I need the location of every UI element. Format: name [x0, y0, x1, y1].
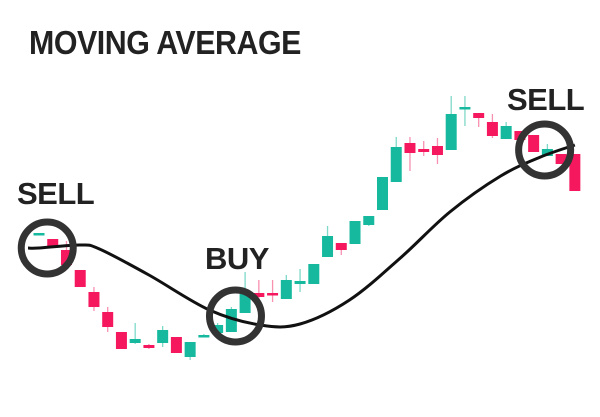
candle-body-up — [212, 325, 224, 333]
candle-body-down — [569, 154, 581, 191]
candle-body-down — [88, 292, 100, 307]
candle-body-up — [225, 309, 237, 332]
candle-body-down — [555, 154, 567, 164]
candle-body-down — [47, 239, 59, 246]
signal-marker-sell — [17, 218, 77, 278]
candle-body-down — [170, 337, 182, 353]
candle-body-up — [294, 281, 306, 284]
candle-body-up — [500, 126, 512, 139]
candle-body-up — [198, 335, 210, 338]
candle-body-down — [431, 146, 443, 155]
candle-body-up — [308, 264, 320, 284]
candle-body-up — [363, 216, 375, 225]
candle-body-up — [390, 147, 402, 182]
candle-body-up — [459, 107, 471, 110]
candle-body-down — [335, 243, 347, 250]
candle-body-down — [418, 149, 430, 152]
candle-body-down — [74, 270, 86, 287]
signal-marker-buy — [205, 286, 265, 346]
signal-label-sell-left: SELL — [17, 176, 95, 211]
signal-marker-sell — [515, 120, 575, 180]
candle-body-up — [33, 233, 45, 236]
candle-body-up — [377, 177, 388, 210]
candle-body-down — [115, 332, 127, 349]
candle-body-up — [349, 221, 361, 244]
candle-body-up — [445, 114, 457, 150]
signal-label-sell-right: SELL — [507, 82, 585, 117]
candle-body-up — [184, 342, 196, 357]
candle-body-up — [157, 330, 169, 343]
candle-body-down — [102, 312, 114, 327]
candle-body-up — [280, 280, 292, 299]
moving-average-line — [27, 143, 576, 329]
candle-body-up — [129, 339, 141, 343]
candle-body-up — [322, 236, 334, 257]
candle-body-down — [60, 250, 72, 265]
candle-body-down — [528, 135, 540, 152]
candle-body-down — [253, 293, 265, 297]
candle-body-down — [143, 345, 155, 348]
signal-label-buy: BUY — [205, 241, 269, 276]
candle-body-down — [404, 143, 416, 153]
chart-title: MOVING AVERAGE — [29, 24, 301, 61]
candle-body-down — [486, 122, 498, 136]
candle-body-up — [541, 149, 553, 156]
candle-body-up — [239, 294, 251, 313]
candle-body-down — [267, 293, 279, 296]
candle-body-down — [473, 113, 485, 118]
